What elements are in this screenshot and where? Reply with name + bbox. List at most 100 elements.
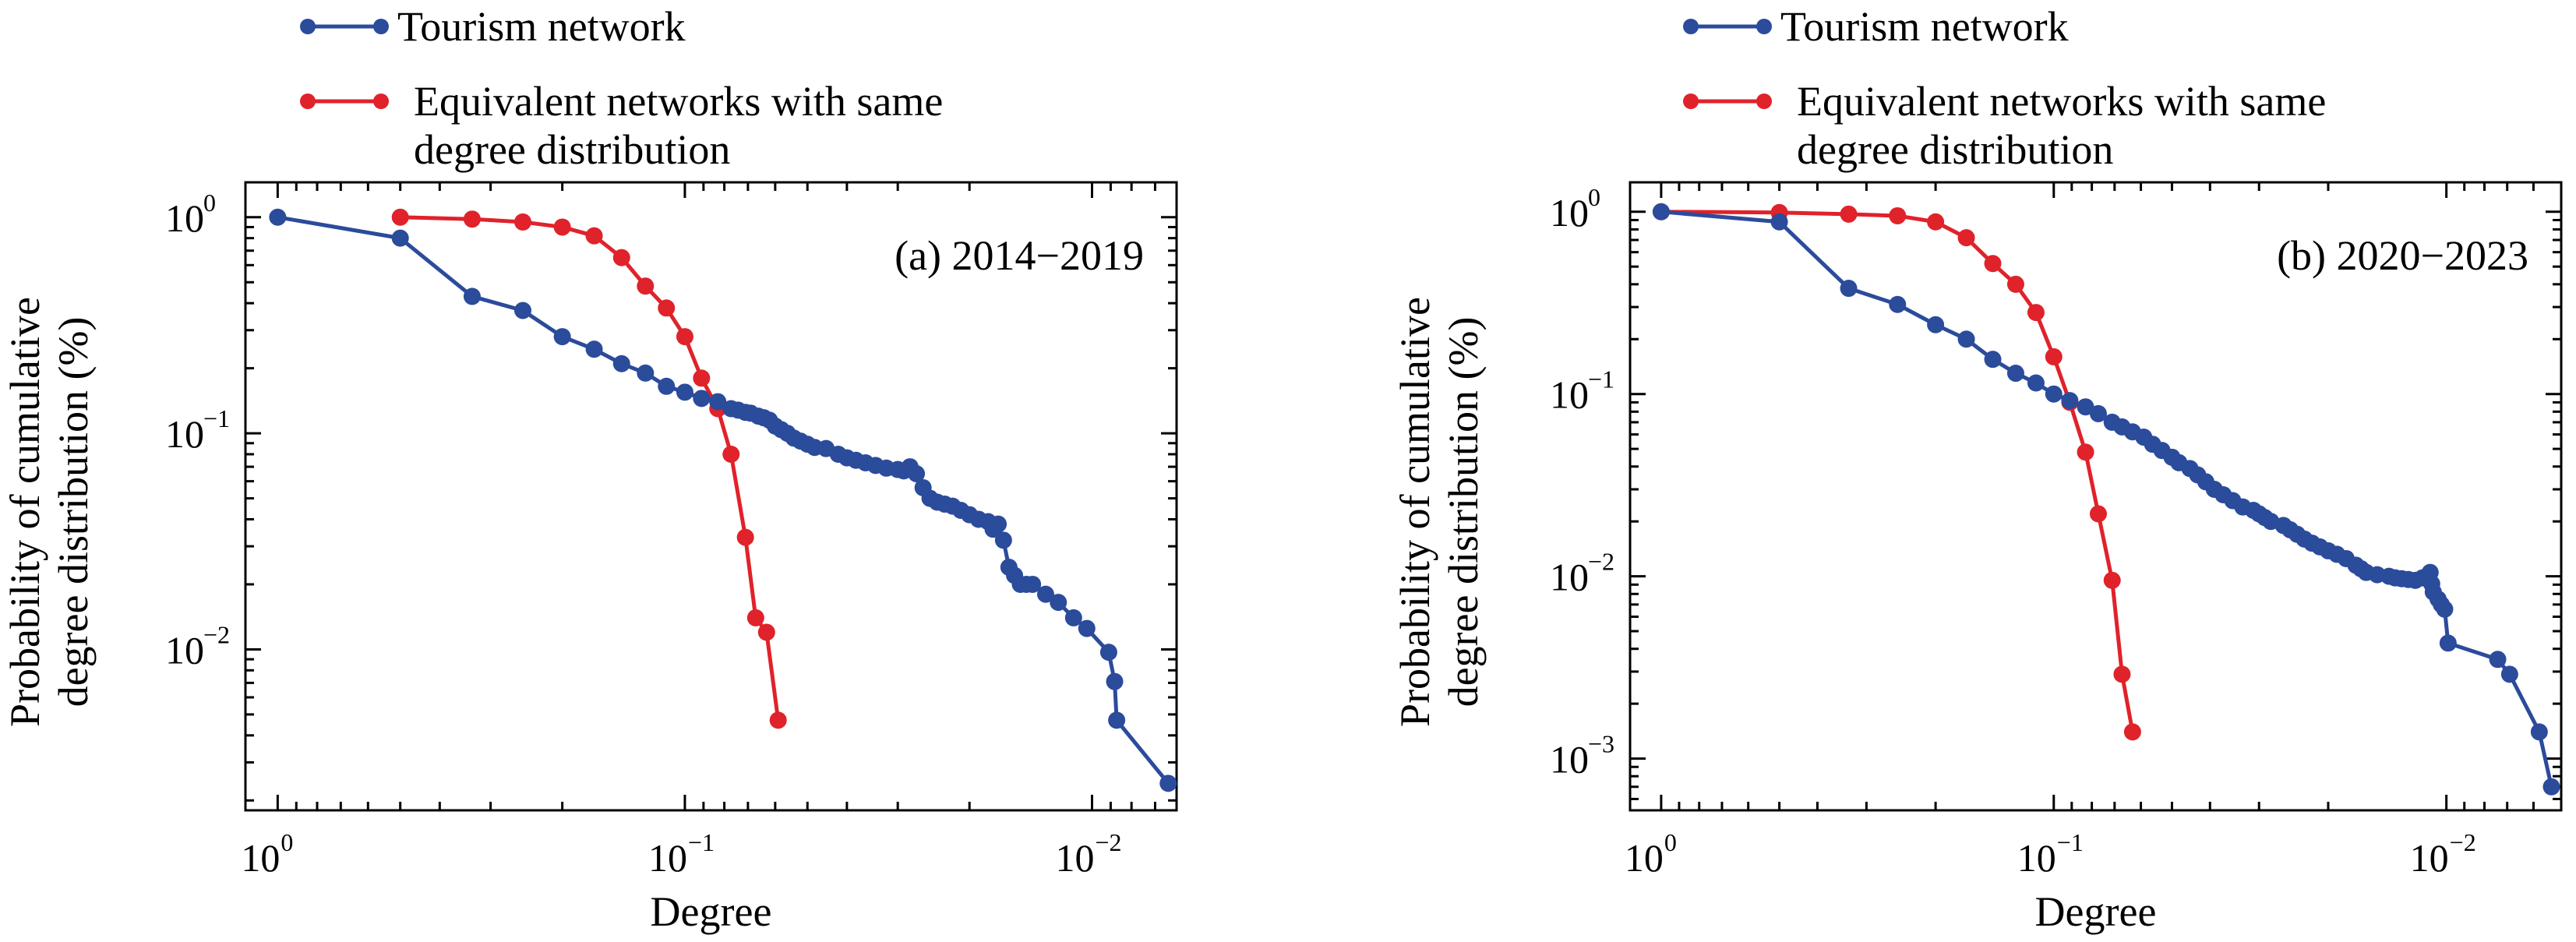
series-equivalent-networks bbox=[1652, 203, 2141, 741]
data-point bbox=[693, 369, 711, 387]
data-point bbox=[637, 277, 655, 295]
data-point bbox=[2489, 651, 2507, 669]
y-tick-label: 10 −1 bbox=[1550, 365, 1614, 417]
series-line bbox=[400, 215, 781, 721]
data-point bbox=[612, 355, 630, 372]
legend-marker bbox=[1756, 93, 1772, 109]
x-tick-label: 10 −2 bbox=[1056, 828, 1122, 880]
panel-b: Tourism network Equivalent networks with … bbox=[1392, 3, 2563, 935]
data-point bbox=[2027, 304, 2045, 322]
data-point bbox=[1099, 644, 1117, 662]
data-point bbox=[676, 328, 693, 346]
data-point bbox=[2103, 571, 2121, 589]
data-point bbox=[1078, 619, 1096, 637]
data-point bbox=[391, 229, 409, 247]
data-point bbox=[1927, 213, 1945, 231]
x-tick-base: 10 bbox=[648, 836, 687, 880]
data-point bbox=[2113, 665, 2131, 683]
data-point bbox=[736, 528, 754, 546]
legend-item-tourism: Tourism network bbox=[300, 3, 686, 50]
data-point bbox=[1024, 575, 1042, 593]
data-point bbox=[1984, 255, 2002, 273]
data-point bbox=[2077, 398, 2094, 416]
data-point bbox=[990, 515, 1007, 533]
data-point bbox=[1840, 205, 1858, 223]
legend-label: Tourism network bbox=[397, 3, 686, 50]
data-point bbox=[2045, 385, 2063, 403]
data-point bbox=[1927, 316, 1945, 333]
y-tick-base: 10 bbox=[165, 412, 204, 456]
y-tick-exp: −2 bbox=[203, 620, 230, 648]
data-point bbox=[722, 445, 740, 463]
data-point bbox=[2077, 443, 2094, 461]
legend-marker bbox=[373, 93, 389, 109]
y-tick-base: 10 bbox=[165, 628, 204, 672]
x-tick-base: 10 bbox=[2410, 836, 2449, 880]
series-line bbox=[277, 215, 1170, 785]
y-tick-exp: 0 bbox=[1588, 183, 1600, 211]
series-tourism-network bbox=[1652, 203, 2560, 796]
data-point bbox=[908, 464, 926, 482]
y-tick-base: 10 bbox=[165, 196, 204, 240]
data-point bbox=[1889, 206, 1907, 224]
legend: Tourism network Equivalent networks with … bbox=[300, 3, 943, 173]
plot-frame bbox=[1629, 181, 2563, 812]
data-point bbox=[676, 383, 693, 401]
x-tick-exp: −1 bbox=[2057, 828, 2084, 856]
x-tick-label: 10 0 bbox=[1625, 828, 1677, 880]
data-point bbox=[553, 218, 571, 236]
data-point bbox=[2006, 365, 2024, 383]
data-point bbox=[637, 364, 655, 382]
legend-item-tourism: Tourism network bbox=[1683, 3, 2069, 50]
data-point bbox=[2542, 778, 2560, 796]
data-point bbox=[1106, 672, 1124, 690]
y-tick-exp: −1 bbox=[1588, 365, 1614, 393]
y-tick-base: 10 bbox=[1550, 738, 1589, 781]
panel-a: Tourism network Equivalent networks with … bbox=[2, 3, 1178, 935]
panel-label: (b) 2020−2023 bbox=[2277, 232, 2528, 279]
data-point bbox=[1984, 351, 2002, 369]
data-point bbox=[2439, 634, 2457, 652]
data-point bbox=[2089, 505, 2107, 523]
x-tick-exp: 0 bbox=[281, 828, 293, 856]
x-tick-label: 10 −1 bbox=[2017, 828, 2084, 880]
data-point bbox=[2530, 723, 2548, 741]
legend-label: degree distribution bbox=[1797, 126, 2113, 173]
legend-marker bbox=[300, 93, 316, 109]
data-point bbox=[1050, 594, 1067, 612]
y-tick-label: 10 −1 bbox=[165, 404, 230, 456]
series-line bbox=[1660, 210, 2553, 788]
data-point bbox=[585, 340, 603, 358]
legend-marker bbox=[373, 19, 389, 34]
x-axis-label: Degree bbox=[2035, 888, 2157, 935]
y-tick-label: 10 −3 bbox=[1550, 730, 1614, 781]
data-point bbox=[2500, 665, 2518, 683]
x-tick-exp: −2 bbox=[1096, 828, 1122, 856]
data-point bbox=[757, 623, 775, 641]
data-point bbox=[513, 213, 531, 231]
x-tick-base: 10 bbox=[2017, 836, 2056, 880]
y-axis-label-line1: Probability of cumulative bbox=[2, 297, 48, 727]
x-tick-exp: −1 bbox=[688, 828, 715, 856]
data-point bbox=[2006, 275, 2024, 293]
series-tourism-network bbox=[269, 208, 1177, 792]
x-tick-base: 10 bbox=[241, 836, 280, 880]
y-tick-base: 10 bbox=[1550, 191, 1589, 235]
data-point bbox=[994, 531, 1012, 549]
legend-label: Equivalent networks with same bbox=[414, 78, 943, 125]
legend: Tourism network Equivalent networks with … bbox=[1683, 3, 2326, 173]
data-point bbox=[513, 302, 531, 319]
y-tick-base: 10 bbox=[1550, 373, 1589, 417]
data-point bbox=[693, 390, 711, 407]
y-tick-exp: −2 bbox=[1588, 548, 1614, 576]
legend-label: degree distribution bbox=[414, 126, 730, 173]
data-point bbox=[1652, 203, 1670, 221]
legend-marker bbox=[1683, 19, 1699, 34]
data-point bbox=[2436, 600, 2454, 618]
data-point bbox=[1840, 280, 1858, 298]
x-tick-label: 10 0 bbox=[241, 828, 293, 880]
y-tick-exp: −1 bbox=[203, 404, 230, 432]
y-axis-label-line2: degree distribution (%) bbox=[50, 317, 97, 707]
